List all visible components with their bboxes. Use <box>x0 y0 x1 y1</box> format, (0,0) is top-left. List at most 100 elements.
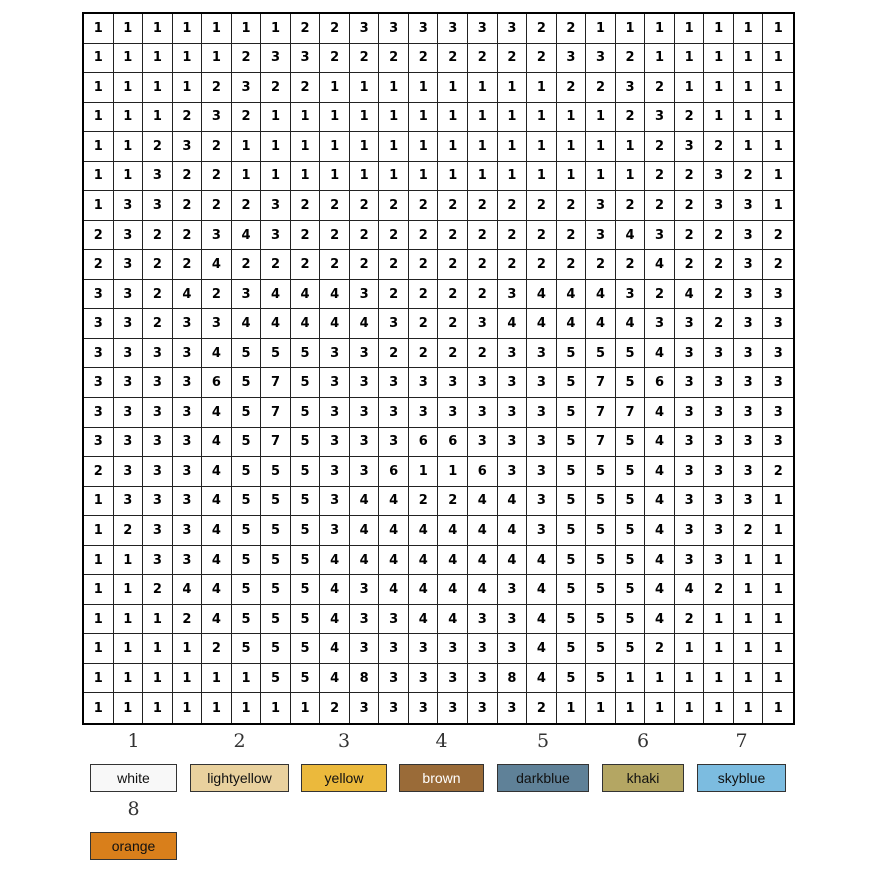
grid-cell[interactable]: 3 <box>468 14 498 44</box>
grid-cell[interactable]: 1 <box>231 663 262 694</box>
grid-cell[interactable]: 3 <box>172 427 203 458</box>
grid-cell[interactable]: 4 <box>645 338 675 369</box>
grid-cell[interactable]: 2 <box>349 191 380 221</box>
grid-cell[interactable]: 3 <box>527 457 557 487</box>
grid-cell[interactable]: 5 <box>556 368 587 399</box>
grid-cell[interactable]: 2 <box>468 279 498 310</box>
grid-cell[interactable]: 4 <box>497 486 528 517</box>
grid-cell[interactable]: 5 <box>615 634 646 664</box>
grid-cell[interactable]: 2 <box>408 309 439 339</box>
grid-cell[interactable]: 5 <box>290 604 321 635</box>
grid-cell[interactable]: 2 <box>527 43 557 74</box>
grid-cell[interactable]: 3 <box>674 545 705 576</box>
grid-cell[interactable]: 3 <box>733 457 764 487</box>
grid-cell[interactable]: 1 <box>527 73 557 103</box>
grid-cell[interactable]: 3 <box>113 279 144 310</box>
grid-cell[interactable]: 4 <box>468 575 498 605</box>
grid-cell[interactable]: 1 <box>645 43 675 74</box>
grid-cell[interactable]: 3 <box>84 398 114 428</box>
grid-cell[interactable]: 1 <box>291 693 321 723</box>
grid-cell[interactable]: 5 <box>290 575 321 605</box>
grid-cell[interactable]: 3 <box>349 427 380 458</box>
grid-cell[interactable]: 2 <box>556 14 587 44</box>
grid-cell[interactable]: 2 <box>143 250 173 280</box>
grid-cell[interactable]: 1 <box>615 132 646 162</box>
legend-swatch-lightyellow[interactable]: lightyellow <box>190 764 289 792</box>
grid-cell[interactable]: 4 <box>379 575 409 605</box>
grid-cell[interactable]: 2 <box>527 693 557 723</box>
grid-cell[interactable]: 2 <box>733 161 764 192</box>
grid-cell[interactable]: 2 <box>438 279 469 310</box>
grid-cell[interactable]: 1 <box>674 14 705 44</box>
grid-cell[interactable]: 1 <box>143 693 173 723</box>
grid-cell[interactable]: 2 <box>556 73 587 103</box>
grid-cell[interactable]: 1 <box>763 103 793 133</box>
grid-cell[interactable]: 1 <box>261 102 291 133</box>
grid-cell[interactable]: 2 <box>349 43 380 74</box>
grid-cell[interactable]: 1 <box>113 575 144 605</box>
grid-cell[interactable]: 4 <box>202 575 232 605</box>
grid-cell[interactable]: 2 <box>320 43 350 74</box>
grid-cell[interactable]: 1 <box>734 693 764 723</box>
grid-cell[interactable]: 2 <box>143 220 173 251</box>
grid-cell[interactable]: 2 <box>143 575 173 605</box>
grid-cell[interactable]: 5 <box>231 398 262 428</box>
grid-cell[interactable]: 3 <box>704 338 734 369</box>
grid-cell[interactable]: 6 <box>438 427 469 458</box>
grid-cell[interactable]: 1 <box>113 14 144 44</box>
grid-cell[interactable]: 1 <box>438 73 469 103</box>
grid-cell[interactable]: 2 <box>408 191 439 221</box>
grid-cell[interactable]: 1 <box>733 102 764 133</box>
grid-cell[interactable]: 3 <box>379 14 409 44</box>
grid-cell[interactable]: 1 <box>704 14 734 44</box>
grid-cell[interactable]: 2 <box>202 161 232 192</box>
grid-cell[interactable]: 3 <box>674 457 705 487</box>
grid-cell[interactable]: 5 <box>586 486 616 517</box>
grid-cell[interactable]: 1 <box>438 161 469 192</box>
grid-cell[interactable]: 3 <box>320 427 350 458</box>
grid-cell[interactable]: 2 <box>290 14 321 44</box>
legend-swatch-white[interactable]: white <box>90 764 177 792</box>
legend-swatch-darkblue[interactable]: darkblue <box>497 764 589 792</box>
grid-cell[interactable]: 2 <box>468 250 498 280</box>
grid-cell[interactable]: 3 <box>143 486 173 517</box>
grid-cell[interactable]: 2 <box>674 102 705 133</box>
grid-cell[interactable]: 1 <box>556 102 587 133</box>
grid-cell[interactable]: 7 <box>586 368 616 399</box>
grid-cell[interactable]: 1 <box>763 191 793 221</box>
grid-cell[interactable]: 4 <box>527 604 557 635</box>
grid-cell[interactable]: 1 <box>379 132 409 162</box>
grid-cell[interactable]: 1 <box>527 161 557 192</box>
grid-cell[interactable]: 1 <box>763 634 793 664</box>
grid-cell[interactable]: 3 <box>143 427 173 458</box>
grid-cell[interactable]: 3 <box>645 309 675 339</box>
grid-cell[interactable]: 1 <box>202 693 232 723</box>
grid-cell[interactable]: 1 <box>172 14 203 44</box>
grid-cell[interactable]: 1 <box>763 162 793 192</box>
grid-cell[interactable]: 4 <box>615 309 646 339</box>
grid-cell[interactable]: 8 <box>349 663 380 694</box>
grid-cell[interactable]: 1 <box>763 664 793 694</box>
grid-cell[interactable]: 4 <box>438 516 469 546</box>
grid-cell[interactable]: 1 <box>497 161 528 192</box>
grid-cell[interactable]: 3 <box>349 575 380 605</box>
legend-swatch-yellow[interactable]: yellow <box>301 764 387 792</box>
grid-cell[interactable]: 1 <box>379 73 409 103</box>
grid-cell[interactable]: 1 <box>763 575 793 605</box>
grid-cell[interactable]: 5 <box>231 368 262 399</box>
legend-swatch-skyblue[interactable]: skyblue <box>697 764 786 792</box>
grid-cell[interactable]: 3 <box>438 14 469 44</box>
grid-cell[interactable]: 5 <box>290 368 321 399</box>
grid-cell[interactable]: 3 <box>408 368 439 399</box>
grid-cell[interactable]: 2 <box>527 191 557 221</box>
grid-cell[interactable]: 3 <box>468 398 498 428</box>
grid-cell[interactable]: 2 <box>408 43 439 74</box>
grid-cell[interactable]: 2 <box>645 191 675 221</box>
grid-cell[interactable]: 4 <box>261 279 291 310</box>
grid-cell[interactable]: 1 <box>497 132 528 162</box>
grid-cell[interactable]: 2 <box>763 457 793 487</box>
grid-cell[interactable]: 3 <box>408 14 439 44</box>
grid-cell[interactable]: 2 <box>468 191 498 221</box>
grid-cell[interactable]: 3 <box>84 309 114 339</box>
grid-cell[interactable]: 1 <box>763 132 793 162</box>
